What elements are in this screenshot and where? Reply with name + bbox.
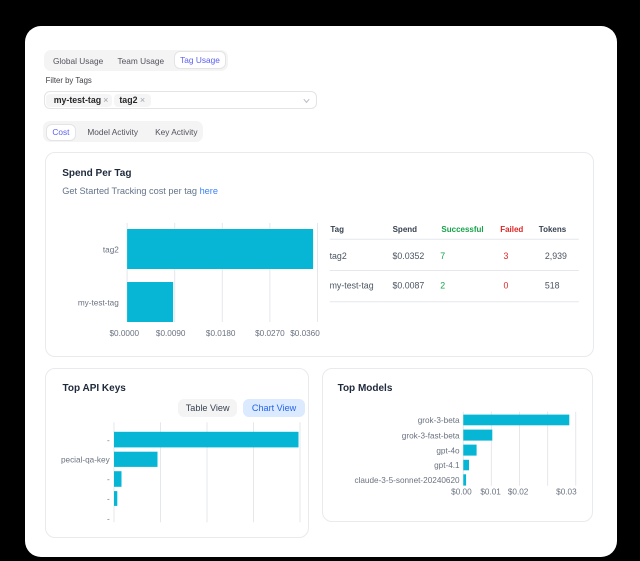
svg-text:2,939: 2,939: [545, 250, 567, 260]
svg-text:$0.01: $0.01: [481, 487, 502, 496]
svg-text:-: -: [107, 475, 110, 484]
svg-text:my-test-tag: my-test-tag: [78, 298, 119, 307]
svg-text:-: -: [107, 494, 110, 503]
svg-text:tag2: tag2: [103, 245, 119, 254]
svg-text:518: 518: [545, 280, 560, 290]
svg-text:$0.0270: $0.0270: [255, 329, 285, 338]
svg-text:Spend: Spend: [392, 225, 417, 234]
svg-text:$0.0360: $0.0360: [290, 329, 320, 338]
svg-text:pecial-qa-key: pecial-qa-key: [61, 455, 111, 464]
svg-text:$0.02: $0.02: [508, 487, 529, 496]
svg-text:$0.0352: $0.0352: [392, 250, 424, 260]
svg-text:Failed: Failed: [500, 225, 523, 234]
svg-text:$0.0090: $0.0090: [156, 329, 186, 338]
svg-text:grok-3-beta: grok-3-beta: [418, 416, 460, 425]
svg-text:2: 2: [440, 280, 445, 290]
svg-text:-: -: [107, 514, 110, 523]
svg-text:7: 7: [440, 250, 445, 260]
svg-text:my-test-tag: my-test-tag: [329, 280, 373, 290]
svg-text:$0.0180: $0.0180: [206, 329, 236, 338]
svg-text:0: 0: [503, 280, 508, 290]
svg-text:tag2: tag2: [329, 250, 346, 260]
svg-text:$0.0087: $0.0087: [392, 280, 424, 290]
svg-text:grok-3-fast-beta: grok-3-fast-beta: [402, 431, 460, 440]
svg-text:-: -: [107, 436, 110, 445]
svg-text:gpt-4.1: gpt-4.1: [434, 461, 460, 470]
svg-text:$0.03: $0.03: [556, 487, 577, 496]
svg-text:Tokens: Tokens: [538, 225, 566, 234]
svg-text:$0.0000: $0.0000: [109, 329, 139, 338]
svg-text:3: 3: [503, 250, 508, 260]
svg-text:claude-3-5-sonnet-20240620: claude-3-5-sonnet-20240620: [355, 476, 461, 485]
svg-text:gpt-4o: gpt-4o: [437, 446, 461, 455]
svg-text:Tag: Tag: [330, 225, 344, 234]
svg-text:$0.00: $0.00: [451, 487, 472, 496]
svg-text:Successful: Successful: [441, 225, 483, 234]
